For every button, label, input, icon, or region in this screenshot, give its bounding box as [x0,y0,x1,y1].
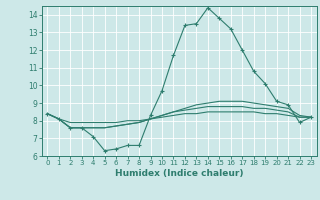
X-axis label: Humidex (Indice chaleur): Humidex (Indice chaleur) [115,169,244,178]
